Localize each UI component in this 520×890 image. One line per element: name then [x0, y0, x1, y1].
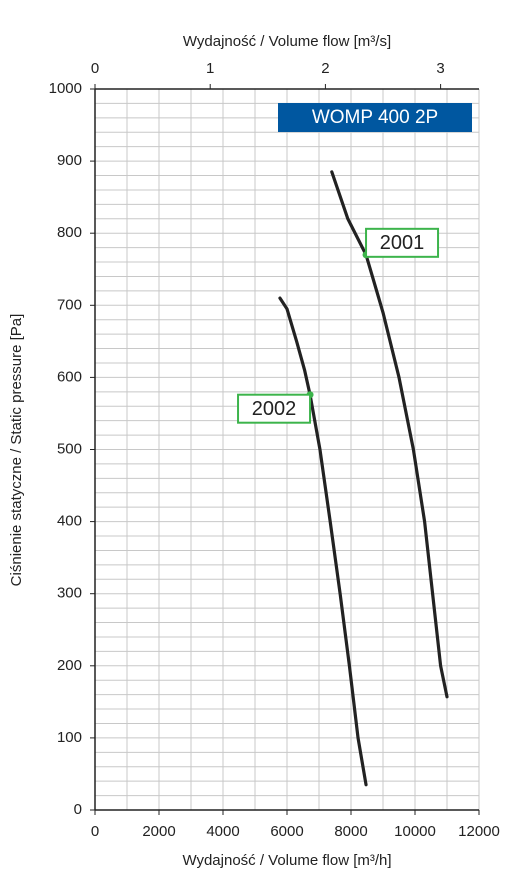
- x2-axis-title: Wydajność / Volume flow [m³/s]: [183, 33, 391, 50]
- y-axis-title: Ciśnienie statyczne / Static pressure [P…: [8, 314, 25, 587]
- y-tick-label: 700: [57, 296, 82, 313]
- x2-tick-label: 0: [91, 60, 99, 77]
- label-box: [365, 227, 440, 258]
- curve: [330, 170, 449, 699]
- title-box: [278, 103, 472, 132]
- x2-tick-label: 3: [436, 60, 444, 77]
- y-tick-label: 200: [57, 657, 82, 674]
- label-box: [237, 393, 312, 424]
- x-tick-label: 2000: [142, 823, 175, 840]
- x-tick-label: 6000: [270, 823, 303, 840]
- y-tick-label: 900: [57, 152, 82, 169]
- y-tick-label: 1000: [49, 80, 82, 97]
- x-tick-label: 4000: [206, 823, 239, 840]
- x2-tick-label: 2: [321, 60, 329, 77]
- y-tick-label: 600: [57, 368, 82, 385]
- x-tick-label: 0: [91, 823, 99, 840]
- x-axis-title: Wydajność / Volume flow [m³/h]: [182, 852, 391, 869]
- y-tick-label: 800: [57, 224, 82, 241]
- curve: [278, 296, 368, 787]
- y-tick-label: 300: [57, 585, 82, 602]
- y-tick-label: 100: [57, 729, 82, 746]
- x2-tick-label: 1: [206, 60, 214, 77]
- chart-title: WOMP 400 2P: [312, 107, 438, 128]
- grid: [94, 88, 480, 811]
- y-tick-label: 400: [57, 513, 82, 530]
- x-tick-label: 12000: [458, 823, 500, 840]
- x-tick-label: 10000: [394, 823, 436, 840]
- x-tick-label: 8000: [334, 823, 367, 840]
- series-label: 2001: [380, 232, 425, 254]
- y-tick-label: 500: [57, 440, 82, 457]
- y-tick-label: 0: [74, 801, 82, 818]
- series-label: 2002: [252, 398, 297, 420]
